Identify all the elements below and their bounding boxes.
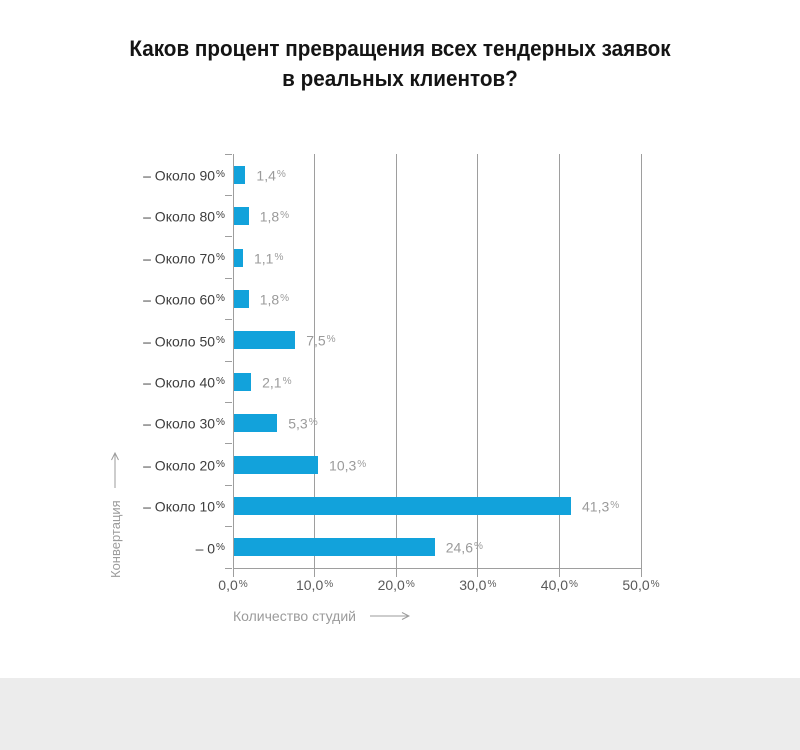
bar	[234, 248, 243, 267]
value-label: 1,8%	[259, 208, 290, 225]
percent-sign: %	[280, 210, 290, 222]
x-axis-tick	[395, 568, 397, 577]
y-axis-tick	[225, 236, 232, 238]
x-axis-tick	[477, 568, 479, 577]
x-axis-line	[232, 568, 642, 569]
value-label: 2,1%	[262, 374, 292, 391]
bar	[234, 289, 249, 308]
category-label: – Около 20%	[143, 457, 225, 474]
percent-sign: %	[326, 334, 336, 346]
percent-sign: %	[610, 499, 620, 511]
percent-sign: %	[238, 578, 248, 590]
gridline	[477, 154, 479, 568]
percent-sign: %	[276, 168, 286, 180]
title-line-2: в реальных клиентов?	[282, 66, 518, 91]
value-label: 24,6%	[445, 539, 483, 556]
percent-sign: %	[473, 541, 483, 553]
up-arrow-icon	[111, 452, 119, 489]
bar	[234, 538, 435, 557]
y-axis-title: Конвертация	[105, 438, 125, 578]
right-arrow-icon	[370, 612, 410, 620]
x-tick-label: 50,0%	[622, 577, 660, 593]
y-axis-tick	[225, 526, 232, 528]
x-axis-tick	[232, 568, 234, 577]
percent-sign: %	[487, 578, 497, 590]
value-label: 10,3%	[329, 456, 367, 473]
x-tick-label: 0,0%	[218, 577, 248, 593]
y-axis-tick	[225, 567, 232, 569]
y-axis-tick	[225, 277, 232, 279]
value-label: 1,1%	[253, 249, 284, 266]
y-axis-line	[232, 154, 234, 568]
x-tick-label: 40,0%	[540, 577, 578, 593]
bar	[234, 207, 249, 226]
bar	[234, 496, 571, 515]
y-axis-tick	[225, 484, 232, 486]
gridline	[558, 154, 560, 568]
category-label: – Около 10%	[143, 498, 225, 515]
percent-sign: %	[216, 500, 225, 512]
category-label: – Около 80%	[143, 208, 225, 225]
y-axis-tick	[225, 194, 232, 196]
percent-sign: %	[308, 417, 318, 429]
category-label: – Около 90%	[143, 167, 225, 184]
percent-sign: %	[216, 251, 225, 263]
percent-sign: %	[216, 334, 225, 346]
x-tick-label: 10,0%	[295, 577, 334, 593]
y-axis-tick	[225, 443, 232, 445]
x-axis-tick	[314, 568, 316, 577]
gridline	[395, 154, 397, 568]
value-label: 1,8%	[259, 291, 290, 308]
gridline	[640, 154, 642, 568]
category-label: – Около 70%	[143, 250, 225, 267]
x-axis-title-text: Количество студий	[233, 608, 356, 624]
percent-sign: %	[569, 578, 578, 590]
bar	[234, 372, 252, 391]
chart-title: Каков процент превращения всех тендерных…	[24, 34, 776, 94]
percent-sign: %	[282, 375, 292, 387]
percent-sign: %	[274, 251, 284, 263]
x-axis-title: Количество студий	[233, 608, 410, 624]
x-tick-label: 20,0%	[377, 577, 415, 593]
category-label: – Около 60%	[143, 291, 225, 308]
percent-sign: %	[357, 458, 367, 470]
percent-sign: %	[216, 417, 225, 429]
percent-sign: %	[280, 292, 290, 304]
category-label: – 0%	[195, 540, 225, 557]
bar	[234, 455, 319, 474]
percent-sign: %	[216, 458, 225, 470]
footer: CMS magazine аналитический портал рынка …	[0, 678, 800, 750]
x-axis-tick	[558, 568, 560, 577]
value-label: 1,4%	[256, 167, 286, 184]
bar	[234, 414, 278, 433]
y-axis-tick	[225, 360, 232, 362]
percent-sign: %	[216, 293, 225, 305]
value-label: 7,5%	[306, 332, 336, 349]
percent-sign: %	[324, 578, 334, 590]
percent-sign: %	[216, 169, 225, 180]
x-axis-tick	[640, 568, 642, 577]
y-axis-tick	[225, 319, 232, 321]
value-label: 41,3%	[582, 498, 620, 515]
y-axis-tick	[225, 153, 232, 155]
y-axis-tick	[225, 401, 232, 403]
category-label: – Около 50%	[143, 333, 225, 350]
category-label: – Около 30%	[143, 415, 225, 432]
value-label: 5,3%	[288, 415, 318, 432]
gridline	[314, 154, 316, 568]
category-label: – Около 40%	[143, 374, 225, 391]
y-axis-title-text: Конвертация	[107, 500, 123, 578]
percent-sign: %	[216, 210, 225, 222]
bar	[234, 165, 246, 184]
percent-sign: %	[216, 541, 225, 553]
percent-sign: %	[650, 578, 660, 590]
bar	[234, 331, 296, 350]
percent-sign: %	[405, 578, 415, 590]
title-line-1: Каков процент превращения всех тендерных…	[129, 36, 671, 61]
percent-sign: %	[216, 376, 225, 387]
x-tick-label: 30,0%	[459, 577, 497, 593]
